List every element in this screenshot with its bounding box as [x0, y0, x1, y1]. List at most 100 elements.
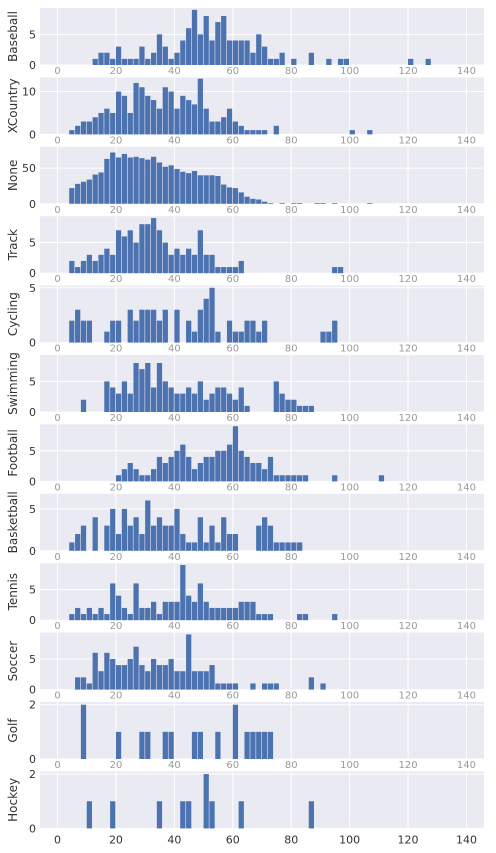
histogram-bar: [262, 46, 268, 65]
histogram-bar: [80, 525, 87, 551]
histogram-bar: [168, 91, 174, 135]
histogram-bar: [156, 320, 163, 343]
y-axis-label-swimming: Swimming: [6, 352, 20, 415]
histogram-bar: [209, 801, 215, 829]
y-tick-label: 0: [29, 198, 36, 211]
histogram-bar: [232, 40, 239, 65]
histogram-bar: [332, 320, 338, 343]
x-tick-label: 100: [340, 274, 359, 285]
histogram-bar: [238, 331, 244, 343]
x-tick-label: 40: [168, 135, 181, 146]
histogram-bar: [221, 184, 227, 204]
y-tick-label: 0: [29, 128, 36, 141]
x-tick-label: 0: [54, 274, 60, 285]
histogram-bar: [151, 156, 157, 204]
histogram-bar: [308, 801, 314, 829]
histogram-bar: [291, 203, 297, 204]
x-tick-label: 100: [340, 552, 359, 563]
histogram-bar: [162, 166, 168, 204]
histogram-bar: [203, 456, 209, 482]
histogram-bar: [92, 174, 98, 204]
histogram-bar: [191, 331, 198, 343]
x-tick-label: 60: [226, 413, 239, 424]
histogram-bar: [69, 188, 75, 204]
histogram-bar: [174, 248, 180, 274]
histogram-bar: [221, 450, 227, 482]
histogram-bar: [110, 658, 116, 690]
histogram-bar: [80, 399, 87, 412]
histogram-bar: [238, 125, 244, 135]
x-tick-label: 100: [340, 760, 359, 771]
histogram-bar: [80, 320, 87, 343]
histogram-bar: [98, 112, 104, 135]
histogram-bar: [86, 179, 92, 204]
histogram-bar: [180, 565, 186, 621]
panel-background: [40, 771, 484, 829]
histogram-bar: [302, 614, 309, 621]
x-tick-label: 60: [226, 760, 239, 771]
histogram-bar: [133, 156, 139, 204]
histogram-bar: [203, 298, 209, 343]
x-tick-label: 60: [226, 274, 239, 285]
histogram-bar: [250, 731, 256, 759]
histogram-bar: [162, 463, 168, 482]
histogram-bar: [215, 331, 221, 343]
histogram-bar: [408, 58, 414, 65]
histogram-bar: [139, 731, 145, 759]
x-tick-label: 120: [399, 135, 418, 146]
histogram-bar: [162, 731, 168, 759]
histogram-bar: [115, 230, 122, 274]
histogram-bar: [168, 456, 174, 482]
histogram-bar: [262, 201, 268, 204]
histogram-bar: [349, 130, 355, 135]
histogram-bar: [121, 607, 128, 621]
histogram-bar: [115, 157, 122, 204]
histogram-bar: [115, 393, 122, 412]
histogram-bar: [273, 381, 279, 412]
y-axis-label-track: Track: [6, 229, 20, 261]
y-tick-label: 0: [29, 545, 36, 558]
x-tick-label: 40: [167, 833, 181, 846]
histogram-bar: [250, 463, 256, 482]
histogram-bar: [127, 157, 133, 204]
histogram-bar: [162, 525, 168, 551]
y-axis-label-football: Football: [6, 429, 20, 477]
x-tick-label: 0: [54, 66, 60, 77]
histogram-bar: [151, 601, 157, 621]
x-tick-label: 120: [399, 552, 418, 563]
histogram-bar: [168, 165, 174, 204]
histogram-bar: [127, 58, 133, 65]
y-tick-label: 5: [29, 28, 36, 41]
histogram-bar: [69, 320, 75, 343]
histogram-bar: [86, 320, 92, 343]
y-axis-label-basketball: Basketball: [6, 491, 20, 553]
histogram-bar: [209, 665, 215, 690]
histogram-bar: [80, 181, 87, 204]
histogram-bar: [250, 198, 256, 204]
histogram-bar: [145, 362, 151, 412]
histogram-bar: [139, 607, 145, 621]
histogram-bar: [209, 175, 215, 204]
histogram-bar: [232, 683, 239, 690]
x-tick-label: 100: [340, 205, 359, 216]
histogram-bar: [267, 683, 274, 690]
histogram-bar: [174, 108, 180, 135]
x-tick-label: 60: [226, 833, 240, 846]
histogram-bar: [127, 658, 133, 690]
histogram-bar: [104, 652, 110, 690]
histogram-bar: [308, 52, 314, 65]
histogram-bar: [226, 607, 233, 621]
histogram-bar: [115, 731, 122, 759]
histogram-bar: [104, 248, 110, 274]
histogram-bar: [297, 475, 303, 482]
y-tick-label: 0: [29, 475, 36, 488]
x-tick-label: 80: [285, 135, 298, 146]
histogram-bar: [238, 450, 244, 482]
histogram-bar: [209, 456, 215, 482]
histogram-bar: [297, 614, 303, 621]
histogram-bar: [378, 475, 385, 482]
histogram-bar: [156, 108, 163, 135]
y-tick-label: 5: [29, 375, 36, 388]
histogram-bar: [168, 58, 174, 65]
histogram-bar: [197, 671, 203, 690]
